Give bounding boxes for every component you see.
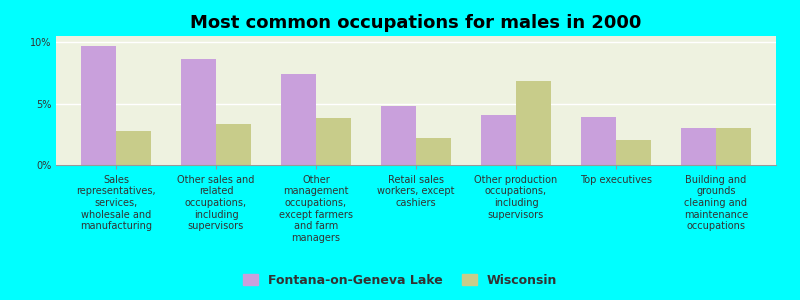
Bar: [116, 130, 151, 165]
Bar: [381, 106, 416, 165]
Bar: [316, 118, 351, 165]
Bar: [581, 117, 616, 165]
Bar: [81, 46, 116, 165]
Bar: [481, 115, 516, 165]
Bar: [681, 128, 716, 165]
Bar: [281, 74, 316, 165]
Legend: Fontana-on-Geneva Lake, Wisconsin: Fontana-on-Geneva Lake, Wisconsin: [239, 270, 561, 291]
Bar: [616, 140, 651, 165]
Bar: [216, 124, 251, 165]
Bar: [716, 128, 751, 165]
Title: Most common occupations for males in 2000: Most common occupations for males in 200…: [190, 14, 642, 32]
Bar: [181, 59, 216, 165]
Bar: [416, 138, 451, 165]
Bar: [516, 82, 551, 165]
